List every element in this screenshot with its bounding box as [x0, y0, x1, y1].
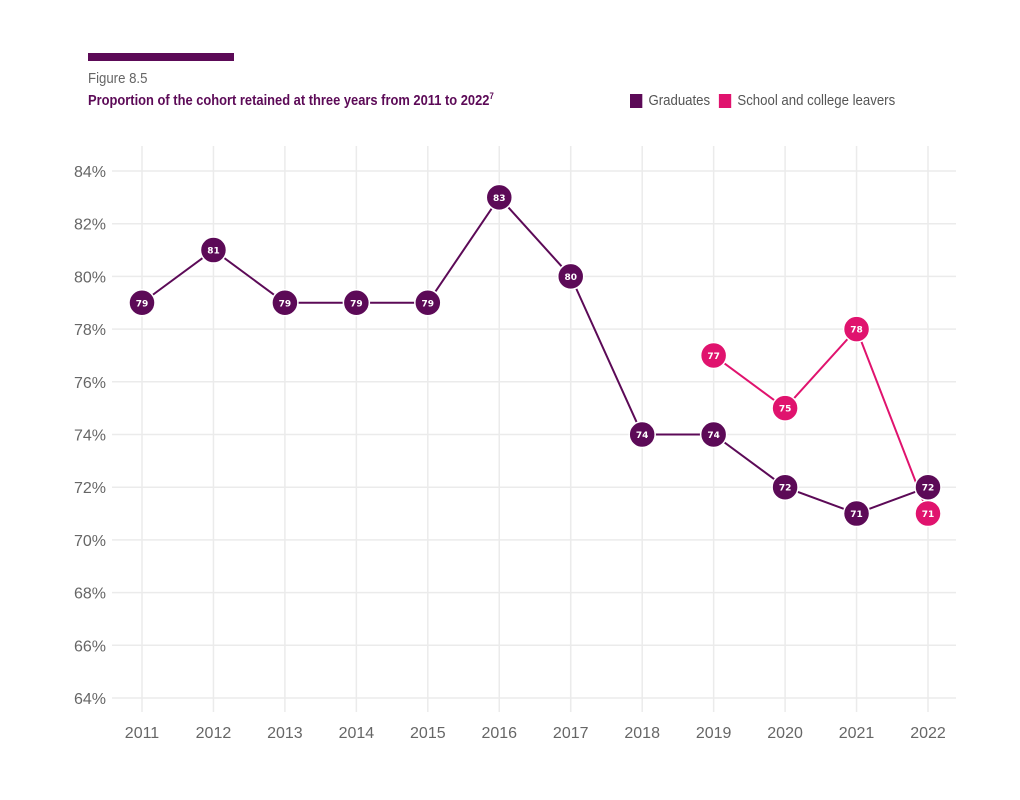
x-tick-label: 2021 [839, 725, 875, 742]
data-point-graduates [342, 289, 371, 317]
x-tick-label: 2014 [339, 725, 375, 742]
data-label-graduates: 83 [493, 194, 506, 204]
data-label-school-leavers: 75 [779, 405, 792, 415]
legend-item-graduates: Graduates [630, 92, 710, 109]
figure-number: Figure 8.5 [88, 70, 148, 87]
data-label-school-leavers: 77 [707, 352, 720, 362]
data-point-graduates [771, 473, 799, 501]
data-label-graduates: 72 [779, 484, 792, 494]
data-label-graduates: 79 [279, 299, 292, 309]
data-point-school-leavers [771, 394, 799, 422]
y-axis: 64% 66% 68% 70% 72% 74% 76% 78% 80% 82% 84% [74, 164, 106, 708]
data-label-graduates: 74 [707, 431, 720, 441]
data-label-graduates: 79 [350, 299, 363, 309]
data-point-graduates [199, 236, 228, 264]
x-tick-label: 2022 [910, 725, 946, 742]
y-tick-label: 66% [74, 638, 106, 655]
y-tick-label: 68% [74, 586, 106, 603]
series-line-graduates [141, 195, 929, 515]
legend-label-graduates: Graduates [648, 92, 711, 109]
title-accent-bar [88, 53, 234, 61]
data-point-graduates [271, 289, 299, 317]
data-point-school-leavers [699, 341, 728, 370]
x-tick-label: 2011 [125, 725, 160, 742]
x-axis: 2011 2012 2013 2014 2015 2016 2017 2018 2019 2020… [125, 725, 946, 742]
y-tick-label: 82% [74, 217, 106, 234]
y-tick-label: 78% [74, 322, 106, 339]
y-tick-label: 70% [74, 533, 106, 550]
data-label-graduates: 81 [207, 247, 220, 257]
x-tick-label: 2013 [267, 725, 303, 742]
series-layer: 77 75 78 71 79 81 79 79 79 83 80 74 74 72 71 72 [128, 183, 942, 528]
data-point-graduates [128, 289, 156, 317]
title-footnote: 7 [489, 91, 494, 101]
legend-label-school-leavers: School and college leavers [737, 92, 896, 109]
data-point-graduates [842, 499, 871, 528]
data-point-graduates [485, 183, 514, 212]
x-tick-label: 2015 [410, 725, 446, 742]
chart-title-text: Proportion of the cohort retained at thr… [88, 92, 490, 109]
y-tick-label: 74% [74, 428, 106, 445]
legend: Graduates School and college leavers [630, 92, 904, 109]
gridlines [112, 146, 956, 712]
x-tick-label: 2017 [553, 725, 589, 742]
legend-item-school-leavers: School and college leavers [718, 92, 896, 109]
y-tick-label: 76% [74, 375, 106, 392]
data-point-graduates [628, 420, 656, 449]
data-point-graduates [914, 473, 942, 501]
series-line-school-leavers [713, 327, 929, 514]
data-point-graduates [414, 289, 442, 317]
data-point-graduates [556, 262, 585, 291]
y-tick-label: 80% [74, 269, 106, 286]
legend-swatch-school-leavers [718, 93, 732, 108]
data-label-graduates: 74 [636, 431, 649, 441]
data-label-graduates: 79 [136, 299, 149, 309]
y-tick-label: 64% [74, 691, 106, 708]
data-label-school-leavers: 71 [922, 510, 935, 520]
y-tick-label: 84% [74, 164, 106, 181]
data-label-graduates: 80 [564, 273, 577, 283]
x-tick-label: 2019 [696, 725, 732, 742]
data-label-graduates: 79 [422, 299, 435, 309]
y-tick-label: 72% [74, 480, 106, 497]
data-label-graduates: 71 [850, 510, 863, 520]
data-point-school-leavers [842, 315, 871, 343]
data-point-graduates [699, 420, 728, 449]
chart-title: Proportion of the cohort retained at thr… [88, 91, 494, 109]
x-tick-label: 2012 [196, 725, 232, 742]
x-tick-label: 2016 [481, 725, 517, 742]
legend-swatch-graduates [630, 93, 643, 108]
data-label-graduates: 72 [922, 484, 935, 494]
x-tick-label: 2020 [767, 725, 803, 742]
data-label-school-leavers: 78 [850, 326, 863, 336]
x-tick-label: 2018 [624, 725, 660, 742]
